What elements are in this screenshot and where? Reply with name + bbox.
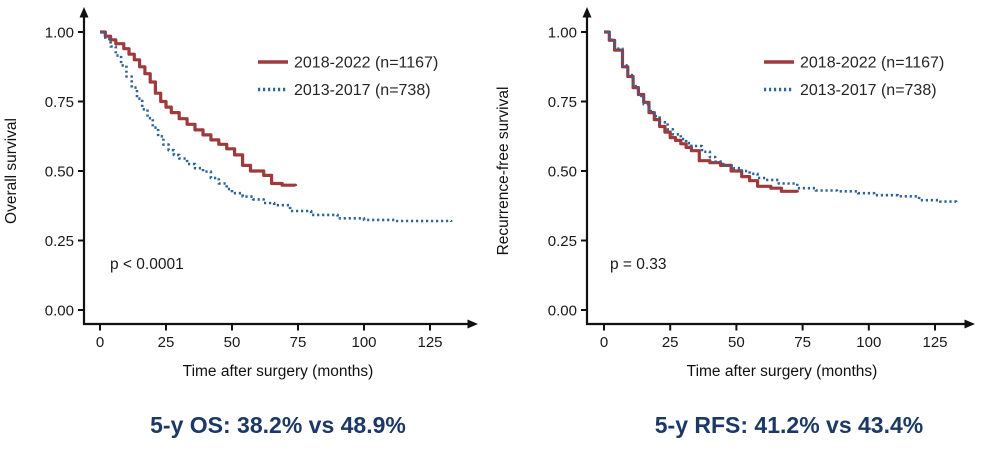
five-year-rate-caption: 5-y OS: 38.2% vs 48.9% xyxy=(150,412,406,438)
x-tick-label: 75 xyxy=(794,334,811,351)
y-axis-title: Recurrence-free survival xyxy=(495,87,512,256)
y-axis-title: Overall survival xyxy=(3,118,20,224)
x-axis-title: Time after surgery (months) xyxy=(687,363,878,380)
survival-curve-2018-2022 xyxy=(100,30,297,187)
legend-label: 2013-2017 (n=738) xyxy=(800,82,937,99)
legend-label: 2018-2022 (n=1167) xyxy=(800,55,944,72)
y-tick-label: 0.75 xyxy=(45,94,74,111)
y-tick-label: 0.75 xyxy=(548,94,577,111)
x-tick-label: 50 xyxy=(224,334,241,351)
y-tick-label: 0.00 xyxy=(45,303,74,320)
survival-curve-2013-2017 xyxy=(100,30,453,223)
p-value-label: p = 0.33 xyxy=(610,256,666,273)
overall-survival-panel: 1.00 0.75 0.50 0.25 0.00 0 25 50 75 100 125 Time af… xyxy=(0,0,492,462)
x-tick-label: 25 xyxy=(158,334,175,351)
legend-label: 2018-2022 (n=1167) xyxy=(294,55,438,72)
overall-survival-chart: 1.00 0.75 0.50 0.25 0.00 0 25 50 75 100 125 Time af… xyxy=(3,7,478,438)
y-tick-label: 0.50 xyxy=(548,164,577,181)
survival-curve-2018-2022 xyxy=(604,30,799,193)
x-tick-label: 100 xyxy=(856,334,881,351)
y-tick-label: 1.00 xyxy=(548,25,577,42)
y-axis-arrow-icon xyxy=(582,7,592,18)
five-year-rate-caption: 5-y RFS: 41.2% vs 43.4% xyxy=(655,412,923,438)
x-tick-label: 0 xyxy=(96,334,104,351)
x-axis-title: Time after surgery (months) xyxy=(183,363,374,380)
x-tick-label: 125 xyxy=(922,334,947,351)
y-tick-label: 0.25 xyxy=(45,233,74,250)
survival-curve-2013-2017 xyxy=(604,30,958,203)
y-tick-label: 0.25 xyxy=(548,233,577,250)
p-value-label: p < 0.0001 xyxy=(110,256,184,273)
recurrence-free-survival-chart: 1.00 0.75 0.50 0.25 0.00 0 25 50 75 100 125 Time af… xyxy=(495,7,975,438)
y-tick-label: 1.00 xyxy=(45,25,74,42)
x-tick-label: 125 xyxy=(417,334,442,351)
legend-label: 2013-2017 (n=738) xyxy=(294,82,431,99)
y-axis-arrow-icon xyxy=(79,7,89,18)
x-tick-label: 0 xyxy=(600,334,608,351)
y-tick-label: 0.50 xyxy=(45,164,74,181)
x-tick-label: 75 xyxy=(290,334,307,351)
recurrence-free-survival-panel: 1.00 0.75 0.50 0.25 0.00 0 25 50 75 100 125 Time af… xyxy=(492,0,985,462)
x-tick-label: 50 xyxy=(728,334,745,351)
y-tick-label: 0.00 xyxy=(548,303,577,320)
x-axis-arrow-icon xyxy=(467,319,478,329)
x-tick-label: 100 xyxy=(351,334,376,351)
x-axis-arrow-icon xyxy=(964,319,975,329)
x-tick-label: 25 xyxy=(662,334,679,351)
